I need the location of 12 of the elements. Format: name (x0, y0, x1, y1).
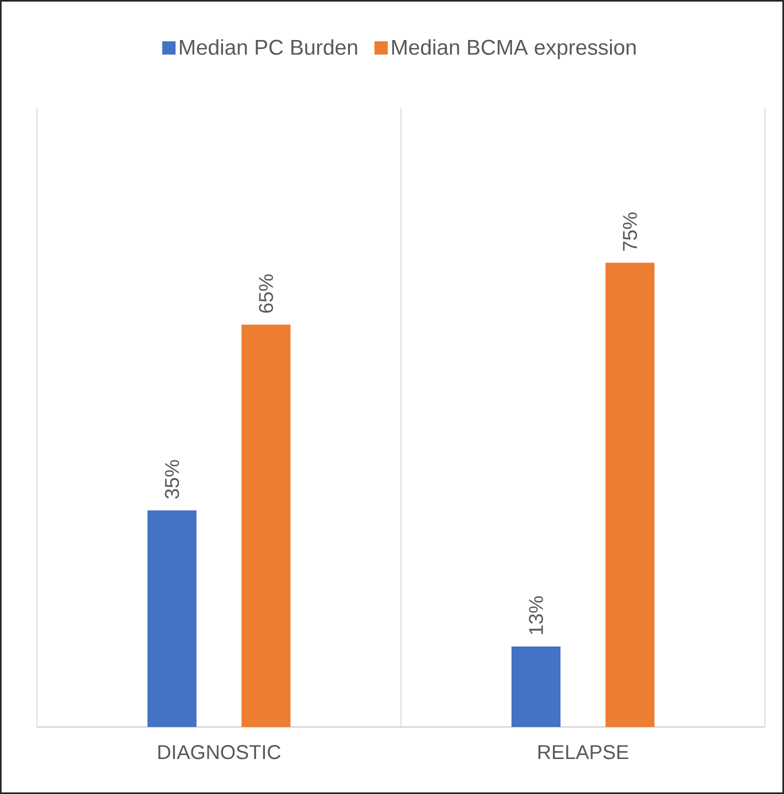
legend-label: Median PC Burden (180, 39, 358, 55)
bar (147, 510, 196, 727)
data-label: 35% (164, 460, 180, 499)
bar (242, 324, 290, 727)
x-tick-label: RELAPSE (538, 745, 628, 760)
data-label: 13% (528, 596, 544, 634)
data-label: 75% (622, 212, 638, 251)
data-label: 65% (258, 274, 274, 313)
bar (511, 646, 560, 727)
legend-label: Median BCMA expression (392, 39, 636, 60)
bar (606, 262, 654, 727)
x-tick-label: DIAGNOSTIC (158, 745, 280, 760)
